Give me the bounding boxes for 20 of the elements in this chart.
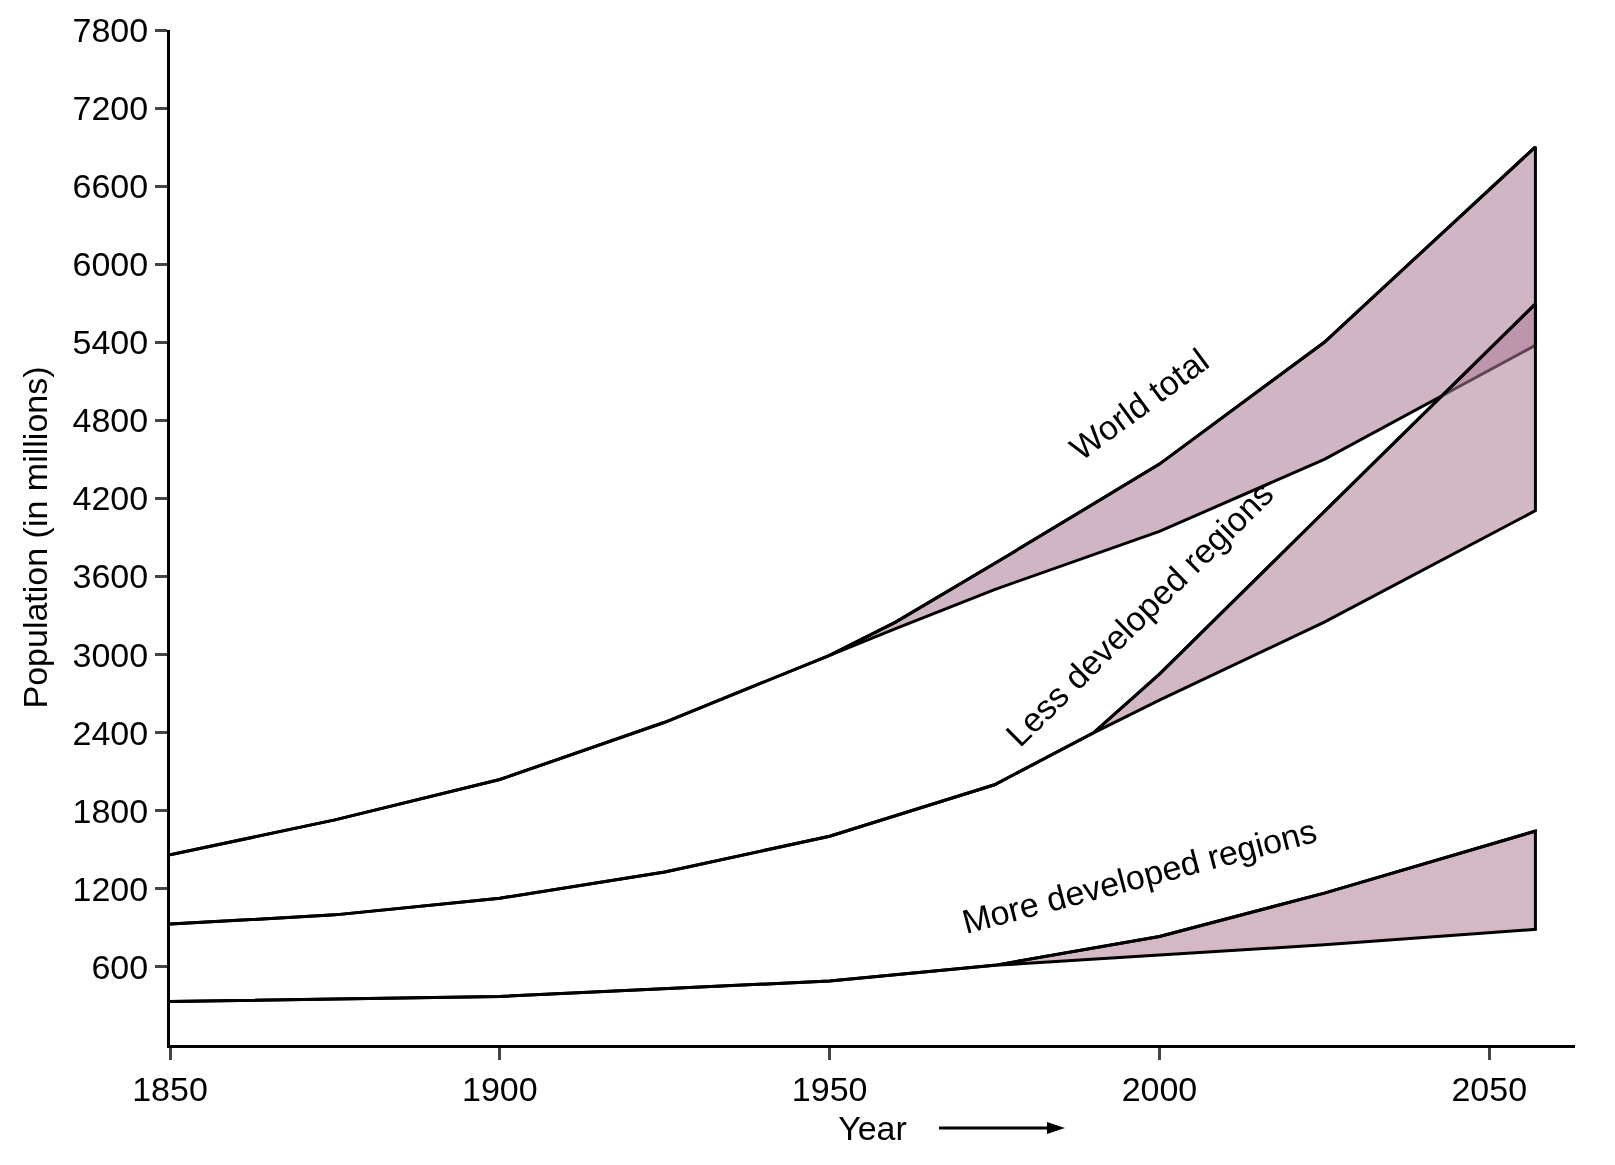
y-tick-label: 7200 (72, 88, 149, 127)
x-tick-label: 2000 (1121, 1069, 1198, 1108)
y-tick-label: 4200 (72, 479, 149, 518)
y-tick-label: 600 (91, 947, 149, 986)
x-tick-label: 1850 (132, 1069, 208, 1108)
y-tick-label: 4800 (72, 401, 149, 440)
y-tick-label: 1800 (72, 791, 149, 830)
y-tick-label: 2400 (72, 713, 149, 752)
y-tick-label: 7800 (72, 10, 149, 49)
y-tick-label: 3600 (72, 557, 149, 596)
y-tick-label: 6000 (72, 245, 149, 284)
x-tick-label: 2050 (1451, 1069, 1528, 1108)
x-axis-title: Year (838, 1109, 907, 1148)
x-tick-label: 1950 (791, 1069, 868, 1108)
y-tick-label: 5400 (72, 323, 149, 362)
y-axis-title: Population (in millions) (16, 366, 55, 709)
x-tick-label: 1900 (461, 1069, 538, 1108)
y-tick-label: 1200 (72, 869, 149, 908)
y-tick-label: 3000 (72, 635, 149, 674)
y-tick-label: 6600 (72, 167, 149, 206)
